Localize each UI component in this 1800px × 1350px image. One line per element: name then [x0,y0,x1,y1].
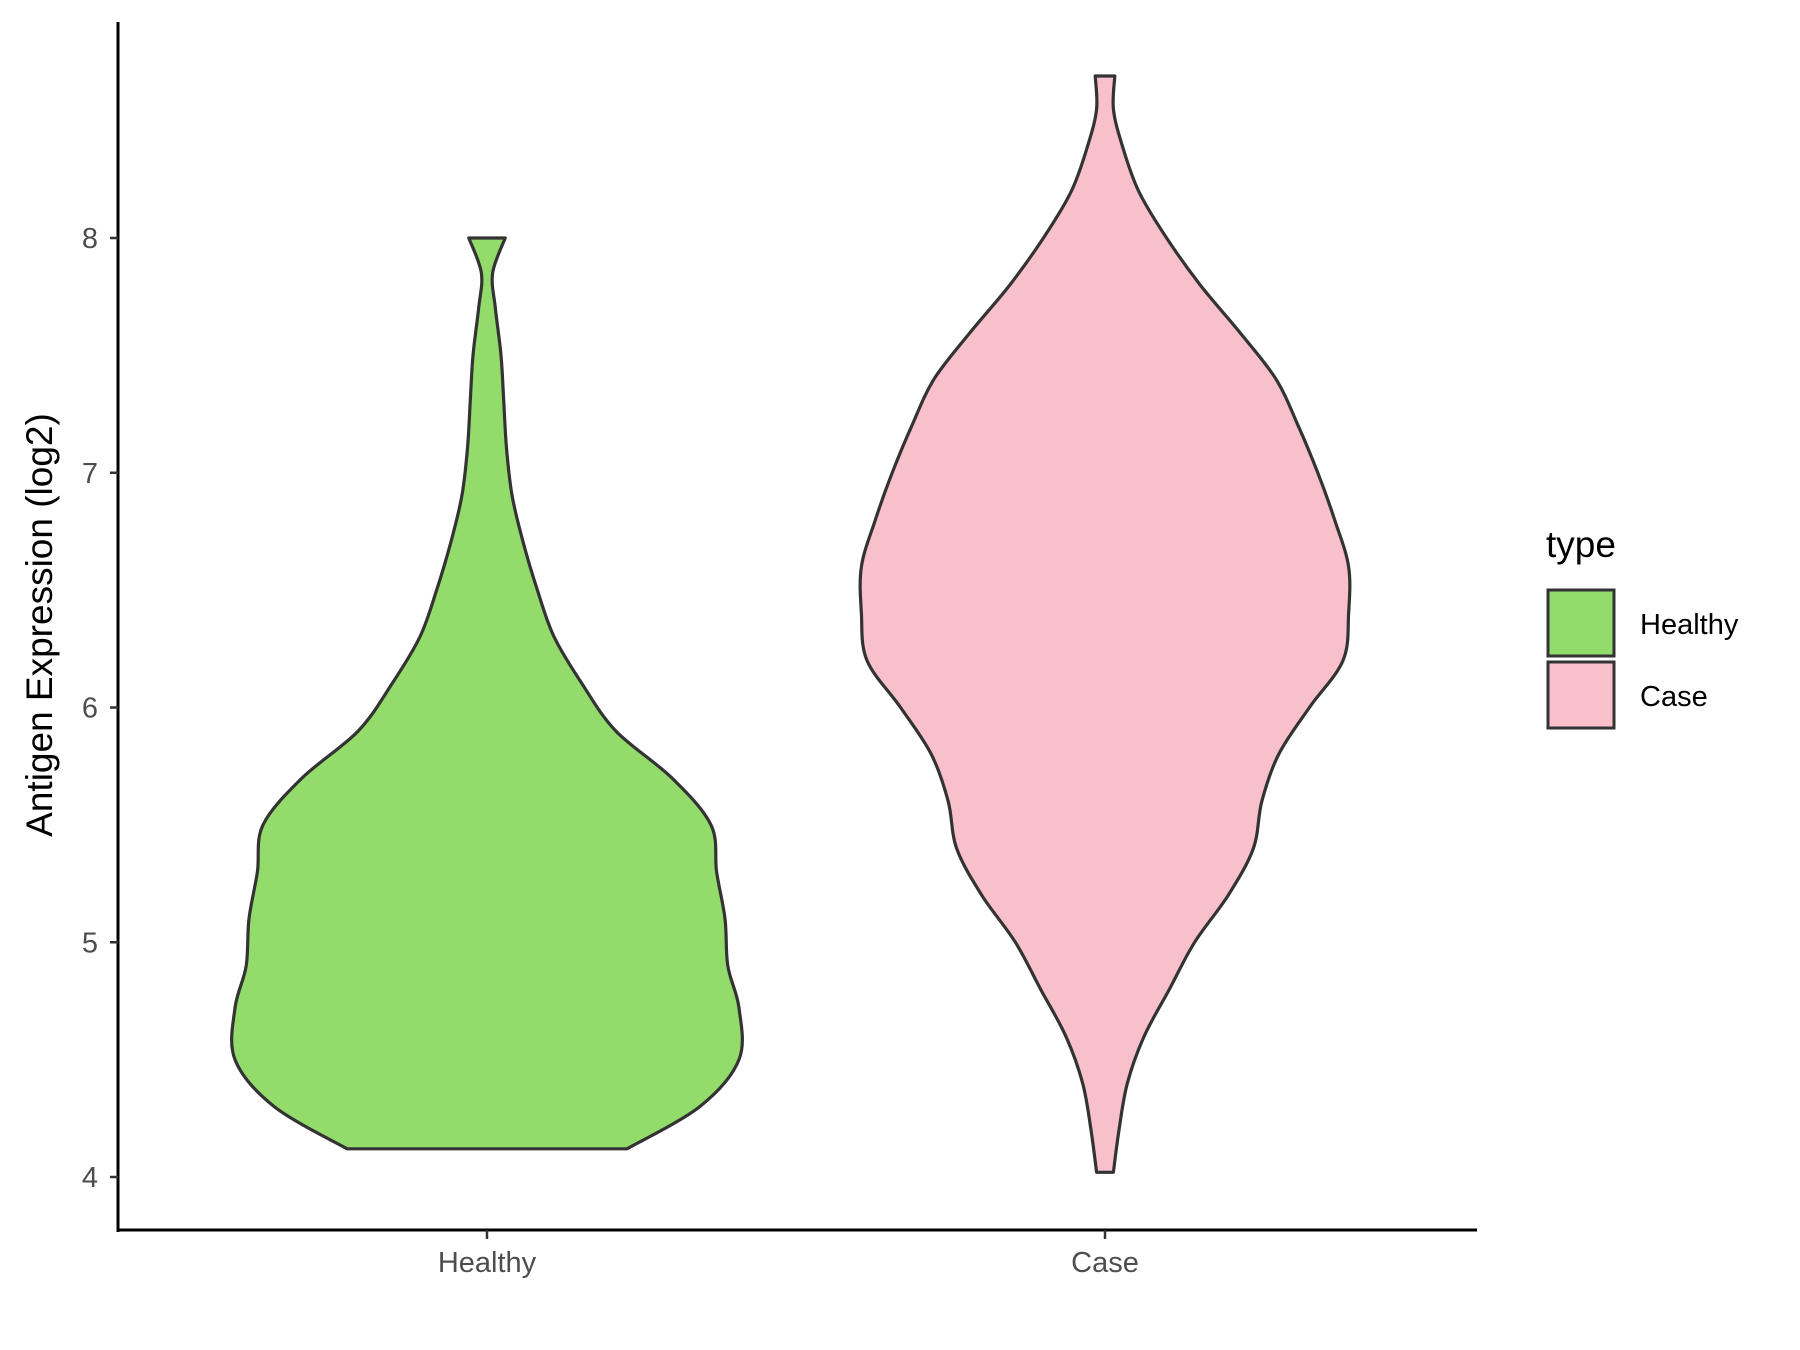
legend-key-healthy [1546,588,1616,658]
y-axis-title: Antigen Expression (log2) [19,413,60,837]
x-tick-label-case: Case [1071,1247,1139,1279]
axes [116,22,1477,1232]
plot-area [230,74,1352,1174]
y-tick-label-8: 8 [82,223,98,255]
x-tick-label-healthy: Healthy [438,1247,537,1279]
y-tick-label-5: 5 [82,927,98,959]
y-tick-label-6: 6 [82,693,98,725]
y-tick-label-7: 7 [82,458,98,490]
y-tick-label-4: 4 [82,1162,98,1194]
violin-case [858,74,1352,1174]
legend-key-case [1546,660,1616,730]
violin-healthy [230,236,744,1151]
legend: type Healthy Case [1546,524,1739,730]
legend-label-healthy: Healthy [1640,609,1739,641]
legend-label-case: Case [1640,681,1708,713]
ticks: 4 5 6 7 8 Healthy Case [82,223,1139,1279]
legend-title: type [1546,524,1616,565]
